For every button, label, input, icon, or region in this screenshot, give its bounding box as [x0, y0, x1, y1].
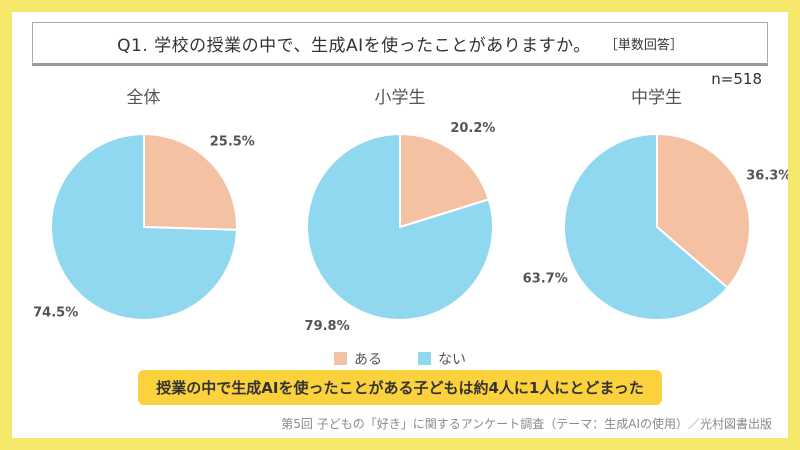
question-title-box: Q1. 学校の授業の中で、生成AIを使ったことがありますか。 ［単数回答］ — [32, 22, 768, 66]
pie-slice-ない — [562, 133, 729, 321]
legend: ある ない — [12, 348, 788, 369]
answer-type-label: ［単数回答］ — [604, 37, 683, 53]
pie-svg: 20.2% 79.8% — [305, 121, 496, 334]
pie-slice-ある — [399, 133, 490, 228]
legend-item-ある: ある — [334, 349, 382, 369]
pie-svg: 25.5% 74.5% — [33, 133, 254, 321]
pie-value-label: 36.3% — [746, 169, 791, 184]
pie-chart-小学生: 小学生 20.2% 79.8% — [275, 86, 525, 345]
pie-slice-ない — [306, 133, 494, 321]
pie-slice-ある — [655, 133, 751, 289]
key-finding-banner: 授業の中で生成AIを使ったことがある子どもは約4人に1人にとどまった — [138, 370, 662, 405]
pie-value-label: 25.5% — [209, 134, 254, 149]
legend-swatch — [334, 352, 347, 365]
pie-svg: 36.3% 63.7% — [522, 133, 788, 321]
sample-size-label: n=518 — [711, 70, 762, 88]
legend-item-ない: ない — [418, 349, 466, 369]
legend-label: ある — [354, 351, 382, 368]
key-finding-row: 授業の中で生成AIを使ったことがある子どもは約4人に1人にとどまった — [12, 370, 788, 405]
chart-title: 全体 — [126, 88, 161, 108]
pie-value-label: 79.8% — [305, 319, 350, 334]
chart-title: 中学生 — [631, 88, 682, 108]
pie-value-label: 74.5% — [33, 306, 78, 321]
chart-title: 小学生 — [374, 88, 426, 108]
pie-chart-全体: 全体 25.5% 74.5% — [19, 86, 269, 345]
pie-value-label: 63.7% — [522, 271, 567, 286]
legend-label: ない — [438, 351, 466, 368]
legend-swatch — [418, 352, 431, 365]
pie-slice-ない — [49, 133, 238, 321]
pie-value-label: 20.2% — [450, 121, 495, 136]
pie-slice-ある — [142, 133, 238, 231]
pie-charts-row: 全体 25.5% 74.5% 小学生 20.2% 79.8% 中学生 36.3% 63.7% — [12, 86, 788, 345]
source-caption: 第5回 子どもの「好き」に関するアンケート調査（テーマ：生成AIの使用）／光村図… — [281, 417, 772, 431]
question-title: Q1. 学校の授業の中で、生成AIを使ったことがありますか。 — [117, 35, 591, 56]
pie-chart-中学生: 中学生 36.3% 63.7% — [522, 86, 788, 345]
